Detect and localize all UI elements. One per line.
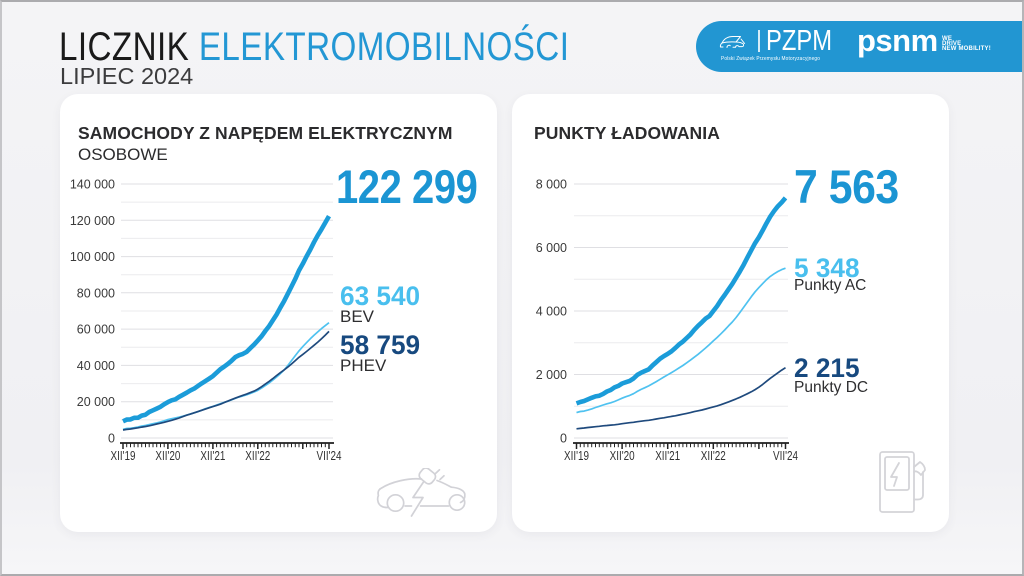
svg-text:80 000: 80 000	[77, 286, 115, 300]
svg-text:120 000: 120 000	[70, 214, 115, 228]
svg-text:8 000: 8 000	[536, 178, 567, 192]
svg-text:0: 0	[560, 432, 567, 446]
svg-text:XII'20: XII'20	[610, 449, 635, 463]
svg-text:XII'20: XII'20	[155, 449, 180, 463]
svg-text:XII'19: XII'19	[111, 449, 136, 463]
svg-text:100 000: 100 000	[70, 250, 115, 264]
svg-text:2 000: 2 000	[536, 368, 567, 382]
svg-text:VII'24: VII'24	[773, 449, 798, 463]
svg-text:20 000: 20 000	[77, 395, 115, 409]
svg-text:XII'19: XII'19	[564, 449, 589, 463]
svg-text:XII'21: XII'21	[200, 449, 225, 463]
svg-text:40 000: 40 000	[77, 359, 115, 373]
svg-text:60 000: 60 000	[77, 323, 115, 337]
svg-text:4 000: 4 000	[536, 305, 567, 319]
svg-text:6 000: 6 000	[536, 241, 567, 255]
svg-text:140 000: 140 000	[70, 178, 115, 192]
svg-text:0: 0	[108, 432, 115, 446]
svg-text:XII'21: XII'21	[655, 449, 680, 463]
svg-text:VII'24: VII'24	[317, 449, 342, 463]
svg-text:XII'22: XII'22	[701, 449, 726, 463]
svg-text:XII'22: XII'22	[245, 449, 270, 463]
